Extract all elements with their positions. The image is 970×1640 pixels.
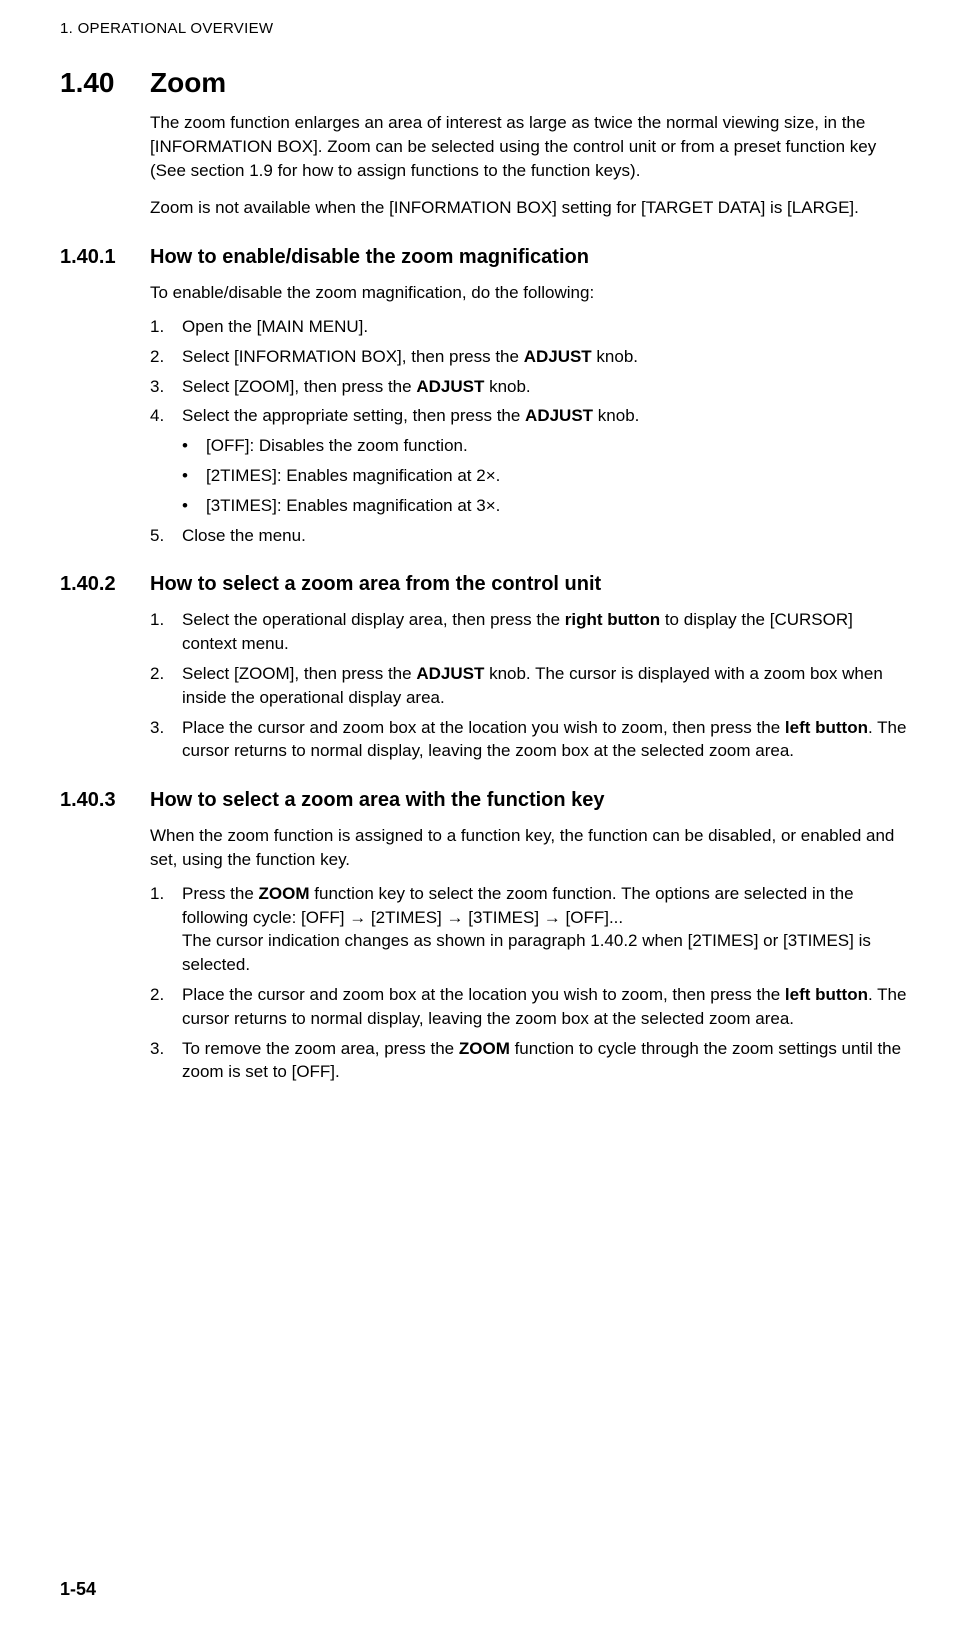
bullet-content: [OFF]: Disables the zoom function.	[206, 434, 910, 458]
text: Select [ZOOM], then press the	[182, 664, 416, 683]
list-number: 2.	[150, 662, 182, 710]
section-title: How to select a zoom area from the contr…	[150, 573, 601, 596]
bold-text: ADJUST	[525, 406, 593, 425]
paragraph: The zoom function enlarges an area of in…	[150, 111, 910, 182]
text: Press the	[182, 884, 259, 903]
list-number: 1.	[150, 882, 182, 977]
bullet-item: • [2TIMES]: Enables magnification at 2×.	[182, 464, 910, 488]
section-title: How to select a zoom area with the funct…	[150, 789, 605, 812]
list-item: 1. Open the [MAIN MENU].	[150, 315, 910, 339]
list-number: 1.	[150, 315, 182, 339]
list-item: 3. To remove the zoom area, press the ZO…	[150, 1037, 910, 1085]
list-number: 4.	[150, 404, 182, 428]
heading-1-40: 1.40 Zoom	[60, 67, 910, 99]
list-item: 3. Place the cursor and zoom box at the …	[150, 716, 910, 764]
list-item: 4. Select the appropriate setting, then …	[150, 404, 910, 428]
list-number: 3.	[150, 716, 182, 764]
list-item: 2. Select [INFORMATION BOX], then press …	[150, 345, 910, 369]
list-item: 1. Select the operational display area, …	[150, 608, 910, 656]
list-number: 3.	[150, 1037, 182, 1085]
bold-text: left button	[785, 985, 868, 1004]
section-1-40-3: 1.40.3 How to select a zoom area with th…	[60, 789, 910, 1084]
section-number: 1.40	[60, 67, 150, 99]
section-title: How to enable/disable the zoom magnifica…	[150, 246, 589, 269]
list-item: 3. Select [ZOOM], then press the ADJUST …	[150, 375, 910, 399]
list-number: 2.	[150, 345, 182, 369]
text: Select the operational display area, the…	[182, 610, 565, 629]
list-item: 2. Select [ZOOM], then press the ADJUST …	[150, 662, 910, 710]
section-1-40-1: 1.40.1 How to enable/disable the zoom ma…	[60, 246, 910, 547]
bullet-item: • [OFF]: Disables the zoom function.	[182, 434, 910, 458]
bold-text: right button	[565, 610, 660, 629]
list-content: Place the cursor and zoom box at the loc…	[182, 983, 910, 1031]
page-header: 1. OPERATIONAL OVERVIEW	[60, 20, 910, 37]
intro-text: When the zoom function is assigned to a …	[150, 824, 910, 872]
list-number: 3.	[150, 375, 182, 399]
text: Select [ZOOM], then press the	[182, 377, 416, 396]
intro-text: To enable/disable the zoom magnification…	[150, 281, 910, 305]
section-title: Zoom	[150, 67, 226, 99]
list-item: 2. Place the cursor and zoom box at the …	[150, 983, 910, 1031]
text: Select [INFORMATION BOX], then press the	[182, 347, 524, 366]
bullet: •	[182, 464, 206, 488]
list-content: Press the ZOOM function key to select th…	[182, 882, 910, 977]
bullet-content: [3TIMES]: Enables magnification at 3×.	[206, 494, 910, 518]
bullet: •	[182, 494, 206, 518]
text: Place the cursor and zoom box at the loc…	[182, 718, 785, 737]
list-content: Open the [MAIN MENU].	[182, 315, 910, 339]
bullet-content: [2TIMES]: Enables magnification at 2×.	[206, 464, 910, 488]
list-content: Select [ZOOM], then press the ADJUST kno…	[182, 375, 910, 399]
bold-text: ZOOM	[459, 1039, 510, 1058]
list-content: Select [ZOOM], then press the ADJUST kno…	[182, 662, 910, 710]
section-number: 1.40.2	[60, 573, 150, 596]
paragraph: Zoom is not available when the [INFORMAT…	[150, 196, 910, 220]
text: knob.	[484, 377, 530, 396]
bold-text: ZOOM	[259, 884, 310, 903]
list-content: Select the appropriate setting, then pre…	[182, 404, 910, 428]
text: To remove the zoom area, press the	[182, 1039, 459, 1058]
bullet: •	[182, 434, 206, 458]
bullet-item: • [3TIMES]: Enables magnification at 3×.	[182, 494, 910, 518]
list-content: Close the menu.	[182, 524, 910, 548]
list-item: 1. Press the ZOOM function key to select…	[150, 882, 910, 977]
text: knob.	[593, 406, 639, 425]
list-number: 5.	[150, 524, 182, 548]
heading-1-40-1: 1.40.1 How to enable/disable the zoom ma…	[60, 246, 910, 269]
bold-text: ADJUST	[524, 347, 592, 366]
list-content: To remove the zoom area, press the ZOOM …	[182, 1037, 910, 1085]
section-number: 1.40.1	[60, 246, 150, 269]
page-number: 1-54	[60, 1579, 96, 1600]
list-number: 2.	[150, 983, 182, 1031]
section-1-40-2: 1.40.2 How to select a zoom area from th…	[60, 573, 910, 763]
text: knob.	[592, 347, 638, 366]
bold-text: ADJUST	[416, 664, 484, 683]
heading-1-40-2: 1.40.2 How to select a zoom area from th…	[60, 573, 910, 596]
section-1-40: 1.40 Zoom The zoom function enlarges an …	[60, 67, 910, 220]
text: Select the appropriate setting, then pre…	[182, 406, 525, 425]
bold-text: left button	[785, 718, 868, 737]
text: The cursor indication changes as shown i…	[182, 931, 871, 974]
section-number: 1.40.3	[60, 789, 150, 812]
list-item: 5. Close the menu.	[150, 524, 910, 548]
text: Place the cursor and zoom box at the loc…	[182, 985, 785, 1004]
list-content: Select the operational display area, the…	[182, 608, 910, 656]
bold-text: ADJUST	[416, 377, 484, 396]
list-content: Place the cursor and zoom box at the loc…	[182, 716, 910, 764]
list-content: Select [INFORMATION BOX], then press the…	[182, 345, 910, 369]
heading-1-40-3: 1.40.3 How to select a zoom area with th…	[60, 789, 910, 812]
list-number: 1.	[150, 608, 182, 656]
